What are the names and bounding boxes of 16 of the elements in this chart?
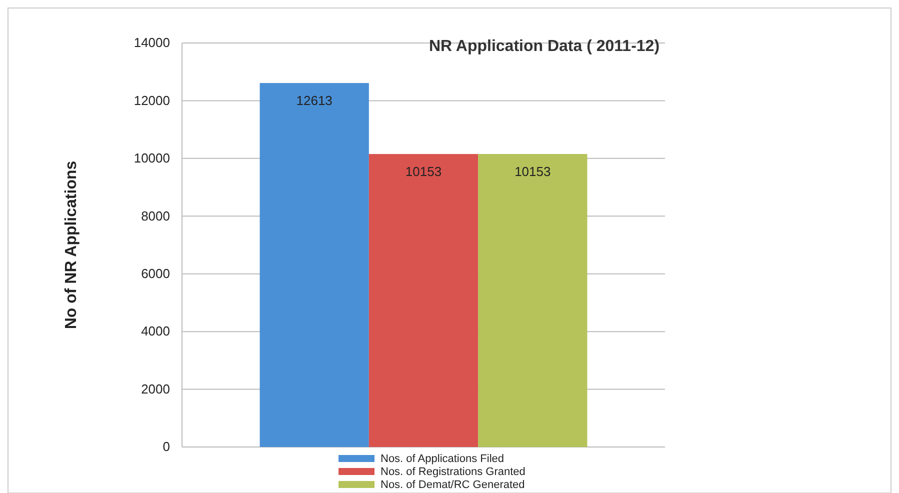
y-tick-label: 0 bbox=[162, 439, 170, 454]
y-axis-title: No of NR Applications bbox=[63, 160, 80, 330]
y-tick-label: 6000 bbox=[141, 266, 170, 282]
y-tick-label: 2000 bbox=[141, 381, 170, 396]
chart-title: NR Application Data ( 2011-12) bbox=[428, 38, 660, 55]
y-tick-label: 12000 bbox=[134, 92, 170, 108]
y-tick-label: 10000 bbox=[134, 150, 170, 166]
data-label: 10153 bbox=[514, 164, 551, 180]
legend-label: Nos. of Applications Filed bbox=[380, 453, 504, 465]
y-tick-label: 8000 bbox=[141, 208, 170, 224]
legend-label: Nos. of Demat/RC Generated bbox=[380, 479, 525, 491]
y-tick-label: 4000 bbox=[141, 324, 170, 339]
y-tick-label: 14000 bbox=[134, 35, 170, 50]
data-label: 10153 bbox=[405, 164, 442, 180]
legend-label: Nos. of Registrations Granted bbox=[380, 466, 526, 478]
data-label: 12613 bbox=[296, 93, 332, 108]
